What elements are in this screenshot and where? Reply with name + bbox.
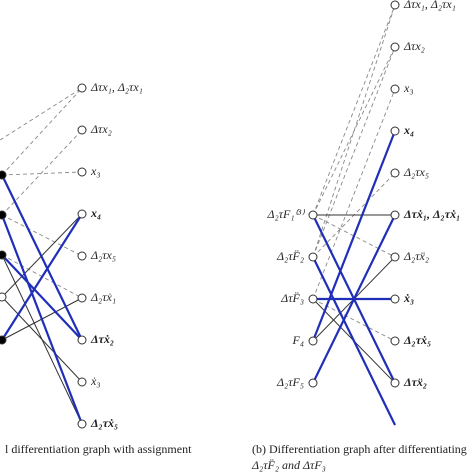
node bbox=[390, 210, 400, 220]
left-edges bbox=[0, 87, 84, 425]
node bbox=[390, 126, 400, 136]
edge bbox=[1, 129, 83, 216]
node-label: Δ₂τẋ₅ bbox=[90, 416, 118, 430]
edge bbox=[312, 214, 396, 258]
node bbox=[0, 170, 7, 180]
edge bbox=[312, 298, 396, 342]
left-graph-source-nodes bbox=[0, 170, 7, 345]
node-label: Δ₂τF₁⁽³⁾ bbox=[266, 207, 305, 221]
node bbox=[0, 210, 7, 220]
node-label: Δ₂τẋ₅ bbox=[403, 333, 431, 347]
edge bbox=[1, 213, 83, 341]
node-label: Δτẋ₂ bbox=[90, 332, 114, 346]
node bbox=[390, 84, 400, 94]
edge bbox=[0, 87, 83, 141]
node bbox=[77, 83, 87, 93]
node-label: Δτx₂ bbox=[403, 39, 425, 53]
node-label: ẋ₃ bbox=[90, 374, 101, 388]
node-label: Δτx₁, Δ₂τx₁ bbox=[403, 0, 456, 11]
node bbox=[0, 292, 7, 302]
node bbox=[77, 335, 87, 345]
node bbox=[0, 250, 7, 260]
edge bbox=[312, 88, 396, 300]
node-label: Δ₂τF₅ bbox=[276, 375, 304, 389]
edge bbox=[1, 254, 83, 425]
node bbox=[308, 210, 318, 220]
edge bbox=[1, 214, 83, 257]
caption: Δ₂τF̈₂ and ΔτF₃ bbox=[251, 458, 326, 472]
node-label: Δ₂τx₅ bbox=[403, 165, 429, 179]
node bbox=[390, 252, 400, 262]
node bbox=[77, 167, 87, 177]
node bbox=[308, 336, 318, 346]
node-label: Δτx₂ bbox=[90, 122, 112, 136]
edge bbox=[312, 214, 396, 384]
node bbox=[77, 293, 87, 303]
caption: l differentiation graph with assignment bbox=[5, 442, 192, 456]
node-label: ẋ₃ bbox=[403, 291, 414, 305]
caption: (b) Differentiation graph after differen… bbox=[252, 442, 467, 456]
node bbox=[390, 294, 400, 304]
node-label: x₃ bbox=[403, 81, 414, 95]
node-label: F₄ bbox=[291, 333, 304, 347]
node bbox=[77, 251, 87, 261]
node-label: x₃ bbox=[90, 164, 101, 178]
edge bbox=[312, 46, 396, 216]
edge bbox=[1, 87, 83, 176]
node-label: Δ₂τx₅ bbox=[90, 248, 116, 262]
right-edges bbox=[311, 4, 397, 426]
node bbox=[390, 168, 400, 178]
node-label: Δ₂τẋ₁ bbox=[90, 290, 116, 304]
node-label: Δτx₁, Δ₂τx₁ bbox=[90, 80, 143, 94]
edge bbox=[1, 174, 83, 341]
node-label: x₄ bbox=[403, 123, 414, 137]
node-label: Δ₂τẍ₂ bbox=[403, 249, 429, 263]
edge bbox=[0, 214, 84, 425]
edge bbox=[312, 256, 396, 426]
node bbox=[77, 125, 87, 135]
node-label: Δτẋ₁, Δ₂τẋ₁ bbox=[403, 207, 460, 221]
edge bbox=[312, 4, 396, 216]
edge bbox=[1, 254, 83, 341]
node bbox=[390, 378, 400, 388]
node bbox=[390, 336, 400, 346]
node-label: ΔτF̈₃ bbox=[280, 291, 304, 305]
node bbox=[308, 294, 318, 304]
node-label: Δτẍ₂ bbox=[403, 375, 427, 389]
node-label: x₄ bbox=[90, 206, 101, 220]
node bbox=[390, 42, 400, 52]
edge bbox=[312, 46, 396, 258]
node bbox=[308, 378, 318, 388]
edge bbox=[1, 171, 83, 176]
node bbox=[77, 377, 87, 387]
node-label: Δ₂τF̈₂ bbox=[276, 249, 304, 263]
node bbox=[308, 252, 318, 262]
edge bbox=[311, 130, 397, 342]
node bbox=[0, 335, 7, 345]
node bbox=[390, 0, 400, 10]
node bbox=[77, 209, 87, 219]
node bbox=[77, 419, 87, 429]
